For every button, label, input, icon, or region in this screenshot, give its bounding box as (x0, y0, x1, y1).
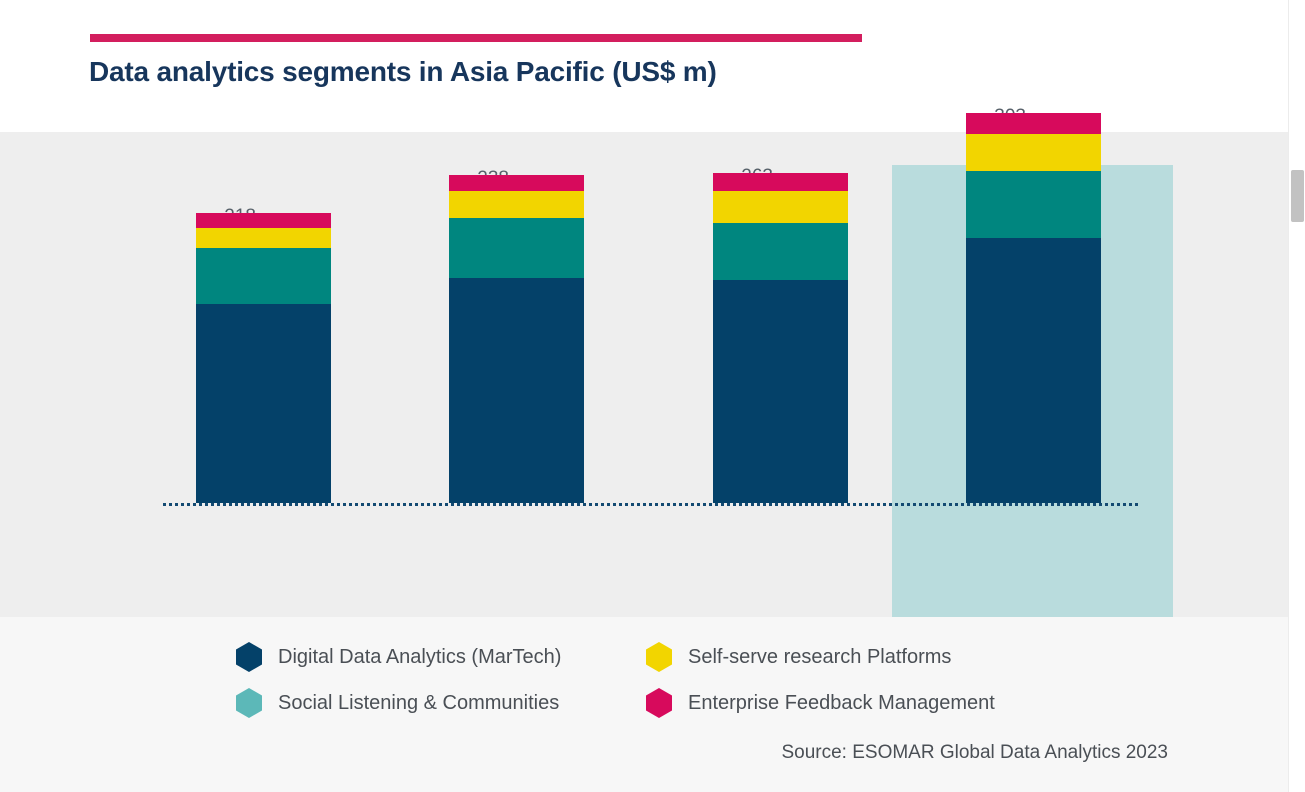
bar-segment[interactable] (196, 303, 331, 503)
chart-legend: Digital Data Analytics (MarTech) Self-se… (236, 642, 995, 718)
bar-segment[interactable] (713, 172, 848, 192)
hexagon-swatch-icon (236, 642, 262, 672)
source-note: Source: ESOMAR Global Data Analytics 202… (781, 742, 1168, 763)
legend-item-digital-data-analytics[interactable]: Digital Data Analytics (MarTech) (236, 642, 646, 672)
bar-segment[interactable] (196, 247, 331, 304)
legend-label: Self-serve research Platforms (688, 645, 952, 668)
legend-item-enterprise-feedback-management[interactable]: Enterprise Feedback Management (646, 688, 995, 718)
chart-plot-area: Expected 2182807962,83920202383778623,20… (0, 107, 1288, 617)
hexagon-swatch-icon (646, 642, 672, 672)
hexagon-swatch-icon (236, 688, 262, 718)
title-accent-rule (90, 34, 862, 42)
bar-segment[interactable] (449, 191, 584, 218)
bar-segment[interactable] (196, 213, 331, 229)
bar-segment[interactable] (966, 112, 1101, 135)
header: Data analytics segments in Asia Pacific … (0, 0, 1288, 132)
legend-strip: Digital Data Analytics (MarTech) Self-se… (0, 617, 1288, 792)
baseline-axis (163, 503, 1138, 506)
bar-segment[interactable] (713, 191, 848, 224)
bar-stack (196, 213, 331, 503)
bar-stack (966, 112, 1101, 503)
bar-segment[interactable] (713, 223, 848, 281)
legend-label: Social Listening & Communities (278, 691, 560, 714)
bar-stack (449, 174, 584, 503)
scrollbar-thumb[interactable] (1291, 170, 1304, 222)
legend-label: Enterprise Feedback Management (688, 691, 995, 714)
vertical-scrollbar[interactable] (1288, 0, 1305, 792)
bar-segment[interactable] (966, 134, 1101, 171)
legend-item-social-listening-communities[interactable]: Social Listening & Communities (236, 688, 646, 718)
page-title: Data analytics segments in Asia Pacific … (89, 56, 717, 87)
bar-stack (713, 172, 848, 503)
bar-segment[interactable] (449, 174, 584, 192)
legend-label: Digital Data Analytics (MarTech) (278, 645, 562, 668)
hexagon-swatch-icon (646, 688, 672, 718)
bar-segment[interactable] (449, 217, 584, 279)
bar-segment[interactable] (713, 280, 848, 503)
legend-item-self-serve-research-platforms[interactable]: Self-serve research Platforms (646, 642, 995, 672)
bar-segment[interactable] (196, 228, 331, 248)
bar-segment[interactable] (966, 170, 1101, 239)
bar-segment[interactable] (449, 278, 584, 503)
bar-segment[interactable] (966, 238, 1101, 503)
